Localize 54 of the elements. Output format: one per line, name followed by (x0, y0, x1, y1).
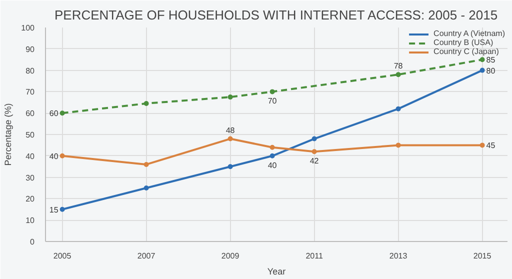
point (270, 144, 275, 150)
data-label: 42 (310, 156, 320, 166)
legend-label: Country A (Vietnam) (434, 29, 505, 38)
x-tick-label: 2009 (221, 252, 240, 260)
chart-title: PERCENTAGE OF HOUSEHOLDS WITH INTERNET ACCESS: 2005 - 2015 (54, 8, 498, 22)
y-tick-label: 20 (26, 194, 36, 204)
x-tick-label: 2005 (53, 252, 72, 260)
x-tick-label: 2007 (137, 252, 156, 260)
y-tick-label: 100 (21, 24, 36, 32)
data-label: 48 (226, 126, 236, 135)
x-axis-title: Year (267, 266, 286, 276)
point (480, 68, 485, 73)
point (228, 136, 233, 142)
data-label: 45 (486, 141, 496, 150)
legend-label: Country C (Japan) (434, 47, 499, 56)
y-tick-label: 10 (26, 216, 36, 226)
point (60, 206, 65, 212)
data-label: 85 (486, 56, 496, 65)
point (396, 106, 401, 112)
point (312, 149, 317, 154)
point (312, 136, 317, 142)
point (228, 94, 233, 100)
x-tick-label: 2011 (306, 252, 324, 260)
y-tick-label: 0 (30, 238, 36, 246)
y-tick-label: 80 (26, 66, 36, 76)
point (144, 100, 149, 106)
data-label: 60 (49, 109, 59, 118)
x-tick-label: 2015 (473, 252, 492, 260)
data-label: 70 (268, 96, 278, 106)
point (144, 186, 149, 190)
data-label: 40 (268, 160, 278, 170)
point (60, 110, 65, 116)
y-tick-label: 60 (26, 109, 36, 118)
y-tick-label: 90 (26, 44, 36, 54)
y-axis-title: Percentage (%) (3, 103, 14, 166)
point (480, 142, 485, 148)
data-label: 80 (486, 66, 496, 76)
point (270, 153, 275, 158)
y-tick-label: 50 (26, 130, 36, 140)
y-tick-label: 70 (26, 88, 36, 97)
x-tick-label: 2013 (389, 252, 408, 260)
point (228, 164, 233, 170)
point (60, 153, 65, 158)
data-label: 40 (49, 152, 59, 161)
point (270, 89, 275, 94)
point (144, 162, 149, 167)
y-tick-label: 40 (26, 152, 36, 161)
point (396, 72, 401, 78)
point (396, 142, 401, 148)
data-label: 78 (394, 62, 404, 71)
y-tick-label: 30 (26, 173, 36, 182)
point (480, 57, 485, 62)
data-label: 15 (49, 205, 59, 214)
legend-label: Country B (USA) (434, 38, 494, 47)
